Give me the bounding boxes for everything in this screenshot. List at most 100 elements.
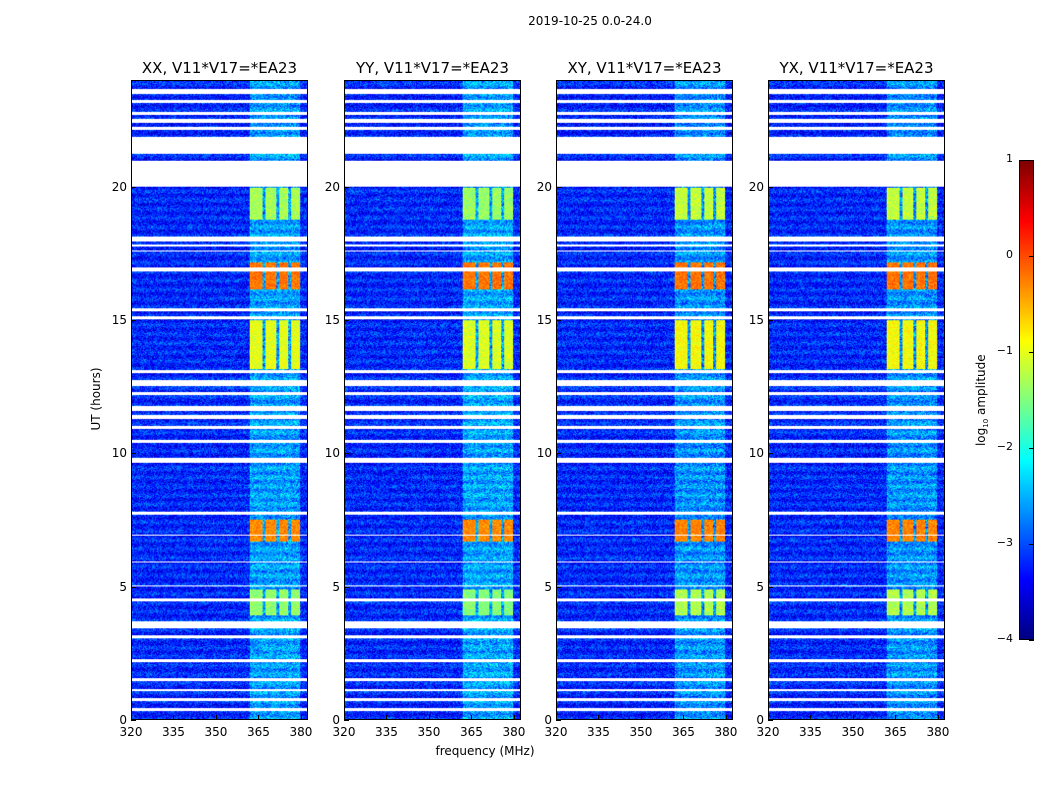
y-tick-label: 5 — [332, 579, 340, 594]
y-tick-label: 20 — [111, 179, 127, 194]
x-tick-label: 320 — [756, 725, 780, 739]
y-tick-mark — [344, 720, 349, 721]
y-tick-label: 10 — [111, 446, 127, 461]
x-tick-mark — [344, 715, 345, 720]
colorbar-tick-mark — [1029, 448, 1034, 449]
y-tick-label: 15 — [536, 313, 552, 327]
y-tick-label: 15 — [748, 313, 764, 327]
y-tick-mark — [556, 720, 561, 721]
x-tick-label: 350 — [204, 725, 228, 739]
x-axis-label: frequency (MHz) — [435, 744, 535, 758]
y-tick-mark — [131, 320, 136, 321]
x-tick-mark — [683, 715, 685, 720]
x-tick-mark — [895, 715, 897, 720]
x-tick-mark — [131, 715, 132, 720]
y-tick-label: 0 — [332, 713, 340, 727]
x-tick-mark — [640, 715, 642, 720]
x-tick-mark — [937, 715, 939, 720]
x-tick-label: 365 — [246, 725, 270, 739]
colorbar-tick-label: −4 — [996, 632, 1013, 645]
heatmap-panel — [768, 80, 945, 720]
x-tick-label: 335 — [162, 725, 185, 739]
heatmap-image — [769, 81, 944, 719]
y-tick-mark — [768, 586, 773, 588]
panel-title: XX, V11*V17=*EA23 — [141, 59, 298, 77]
y-tick-label: 20 — [324, 179, 340, 194]
colorbar-tick-label: −1 — [996, 344, 1013, 357]
colorbar-tick-mark — [1029, 160, 1034, 161]
x-tick-label: 335 — [375, 725, 398, 739]
y-tick-label: 15 — [111, 313, 127, 327]
colorbar-tick-mark — [1029, 256, 1034, 257]
y-tick-mark — [768, 320, 773, 321]
y-tick-label: 0 — [119, 713, 127, 727]
heatmap-image — [345, 81, 520, 719]
y-tick-label: 20 — [536, 179, 552, 194]
y-tick-mark — [556, 453, 561, 455]
y-tick-mark — [344, 320, 349, 321]
y-tick-label: 5 — [756, 579, 764, 594]
y-tick-label: 15 — [324, 313, 340, 327]
x-tick-mark — [598, 715, 600, 720]
x-tick-mark — [428, 715, 430, 720]
figure-title: 2019-10-25 0.0-24.0 — [528, 14, 652, 28]
y-tick-mark — [556, 320, 561, 321]
x-tick-mark — [215, 715, 217, 720]
y-tick-label: 20 — [748, 179, 764, 194]
x-tick-label: 380 — [502, 725, 526, 739]
y-axis-label: UT (hours) — [89, 367, 103, 431]
panel-title: YY, V11*V17=*EA23 — [356, 59, 509, 77]
x-tick-label: 365 — [883, 725, 907, 739]
x-tick-label: 335 — [587, 725, 610, 739]
panel-title: XY, V11*V17=*EA23 — [567, 59, 722, 77]
x-tick-mark — [513, 715, 515, 720]
y-tick-mark — [768, 720, 773, 721]
y-tick-label: 5 — [544, 579, 552, 594]
y-tick-mark — [768, 186, 773, 188]
y-tick-mark — [768, 453, 773, 455]
heatmap-panel — [131, 80, 308, 720]
x-tick-label: 335 — [799, 725, 822, 739]
y-tick-mark — [131, 586, 136, 588]
y-tick-mark — [344, 186, 349, 188]
y-tick-mark — [131, 186, 136, 188]
y-tick-mark — [556, 586, 561, 588]
colorbar-tick-label: −3 — [996, 536, 1013, 549]
colorbar-tick-label: −2 — [996, 440, 1013, 453]
colorbar-tick-mark — [1029, 352, 1034, 353]
y-tick-mark — [556, 186, 561, 188]
y-tick-label: 5 — [119, 579, 127, 594]
colorbar-tick-label: 0 — [1006, 248, 1013, 261]
x-tick-mark — [173, 715, 175, 720]
x-tick-mark — [852, 715, 854, 720]
x-tick-label: 350 — [629, 725, 653, 739]
x-tick-label: 380 — [926, 725, 950, 739]
y-tick-label: 10 — [748, 446, 764, 461]
panel-title: YX, V11*V17=*EA23 — [779, 59, 934, 77]
heatmap-image — [132, 81, 307, 719]
y-tick-label: 0 — [756, 713, 764, 727]
y-tick-label: 10 — [324, 446, 340, 461]
colorbar — [1019, 160, 1034, 640]
x-tick-mark — [471, 715, 473, 720]
x-tick-label: 365 — [671, 725, 695, 739]
x-tick-label: 320 — [332, 725, 356, 739]
x-tick-mark — [386, 715, 388, 720]
heatmap-panel — [556, 80, 733, 720]
x-tick-label: 380 — [289, 725, 313, 739]
colorbar-tick-label: 1 — [1006, 152, 1013, 165]
heatmap-panel — [344, 80, 521, 720]
x-tick-label: 380 — [714, 725, 738, 739]
y-tick-label: 0 — [544, 713, 552, 727]
y-tick-mark — [131, 720, 136, 721]
heatmap-image — [557, 81, 732, 719]
y-tick-mark — [131, 453, 136, 455]
x-tick-label: 320 — [544, 725, 568, 739]
x-tick-mark — [258, 715, 260, 720]
y-tick-mark — [344, 453, 349, 455]
colorbar-tick-mark — [1029, 640, 1034, 641]
x-tick-mark — [810, 715, 812, 720]
x-tick-mark — [725, 715, 727, 720]
x-tick-mark — [768, 715, 769, 720]
